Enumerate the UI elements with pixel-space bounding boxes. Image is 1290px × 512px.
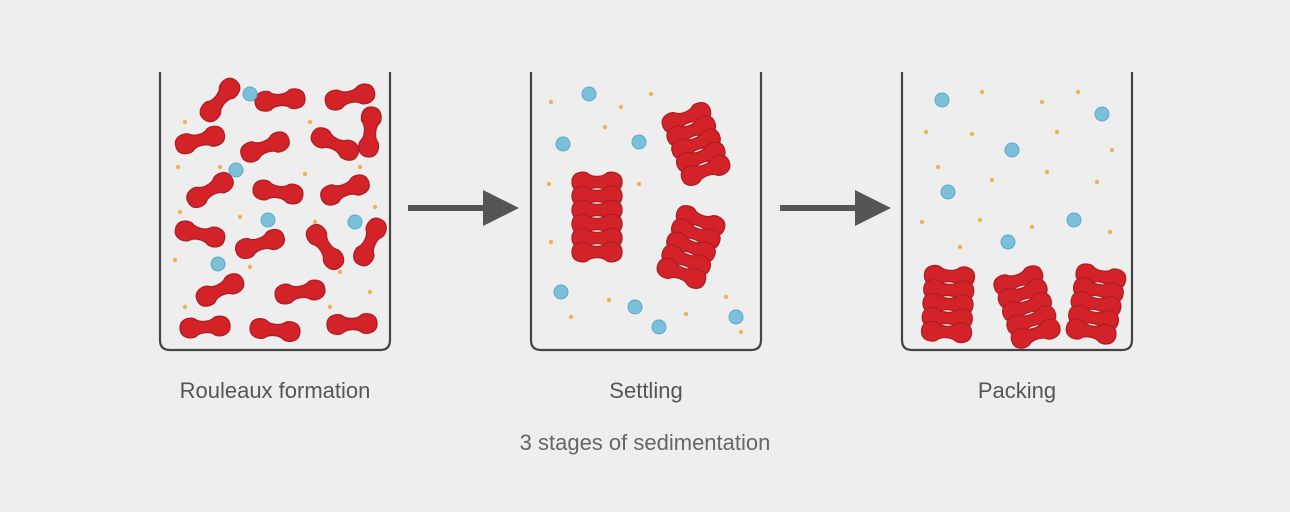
protein-dot-icon bbox=[920, 220, 924, 224]
plasma-dot-icon bbox=[941, 185, 955, 199]
protein-dot-icon bbox=[978, 218, 982, 222]
protein-dot-icon bbox=[739, 330, 743, 334]
diagram-caption: 3 stages of sedimentation bbox=[345, 430, 945, 456]
plasma-dot-icon bbox=[348, 215, 362, 229]
protein-dot-icon bbox=[238, 215, 242, 219]
protein-dot-icon bbox=[924, 130, 928, 134]
protein-dot-icon bbox=[607, 298, 611, 302]
plasma-dot-icon bbox=[652, 320, 666, 334]
protein-dot-icon bbox=[373, 205, 377, 209]
plasma-dot-icon bbox=[556, 137, 570, 151]
plasma-dot-icon bbox=[261, 213, 275, 227]
protein-dot-icon bbox=[303, 172, 307, 176]
stage-label-0: Rouleaux formation bbox=[75, 378, 475, 404]
protein-dot-icon bbox=[1040, 100, 1044, 104]
protein-dot-icon bbox=[958, 245, 962, 249]
plasma-dot-icon bbox=[229, 163, 243, 177]
protein-dot-icon bbox=[173, 258, 177, 262]
protein-dot-icon bbox=[1076, 90, 1080, 94]
plasma-dot-icon bbox=[211, 257, 225, 271]
protein-dot-icon bbox=[649, 92, 653, 96]
protein-dot-icon bbox=[183, 305, 187, 309]
plasma-dot-icon bbox=[243, 87, 257, 101]
plasma-dot-icon bbox=[554, 285, 568, 299]
plasma-dot-icon bbox=[628, 300, 642, 314]
protein-dot-icon bbox=[176, 165, 180, 169]
protein-dot-icon bbox=[603, 125, 607, 129]
plasma-dot-icon bbox=[1005, 143, 1019, 157]
protein-dot-icon bbox=[724, 295, 728, 299]
protein-dot-icon bbox=[936, 165, 940, 169]
stage-label-1: Settling bbox=[446, 378, 846, 404]
protein-dot-icon bbox=[183, 120, 187, 124]
plasma-dot-icon bbox=[1095, 107, 1109, 121]
plasma-dot-icon bbox=[935, 93, 949, 107]
protein-dot-icon bbox=[1110, 148, 1114, 152]
protein-dot-icon bbox=[990, 178, 994, 182]
protein-dot-icon bbox=[619, 105, 623, 109]
protein-dot-icon bbox=[218, 165, 222, 169]
protein-dot-icon bbox=[980, 90, 984, 94]
protein-dot-icon bbox=[178, 210, 182, 214]
protein-dot-icon bbox=[313, 220, 317, 224]
plasma-dot-icon bbox=[729, 310, 743, 324]
protein-dot-icon bbox=[549, 100, 553, 104]
protein-dot-icon bbox=[1095, 180, 1099, 184]
plasma-dot-icon bbox=[632, 135, 646, 149]
protein-dot-icon bbox=[1108, 230, 1112, 234]
protein-dot-icon bbox=[637, 182, 641, 186]
protein-dot-icon bbox=[338, 270, 342, 274]
protein-dot-icon bbox=[970, 132, 974, 136]
plasma-dot-icon bbox=[582, 87, 596, 101]
protein-dot-icon bbox=[684, 312, 688, 316]
protein-dot-icon bbox=[549, 240, 553, 244]
protein-dot-icon bbox=[1045, 170, 1049, 174]
protein-dot-icon bbox=[248, 265, 252, 269]
protein-dot-icon bbox=[308, 120, 312, 124]
protein-dot-icon bbox=[368, 290, 372, 294]
plasma-dot-icon bbox=[1001, 235, 1015, 249]
protein-dot-icon bbox=[1055, 130, 1059, 134]
protein-dot-icon bbox=[569, 315, 573, 319]
protein-dot-icon bbox=[1030, 225, 1034, 229]
protein-dot-icon bbox=[358, 165, 362, 169]
stage-label-2: Packing bbox=[817, 378, 1217, 404]
protein-dot-icon bbox=[547, 182, 551, 186]
plasma-dot-icon bbox=[1067, 213, 1081, 227]
protein-dot-icon bbox=[328, 305, 332, 309]
